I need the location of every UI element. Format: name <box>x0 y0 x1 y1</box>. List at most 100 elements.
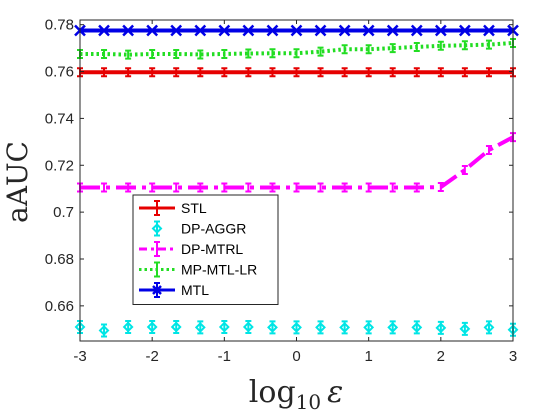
data-point-dp-aggr-3 <box>146 319 158 334</box>
data-point-dp-mtrl-17 <box>485 145 492 156</box>
legend-item-dp-aggr: DP-AGGR <box>151 220 246 237</box>
data-point-dp-aggr-1 <box>98 323 110 338</box>
data-point-stl-16 <box>461 67 468 78</box>
data-point-stl-2 <box>125 67 132 78</box>
legend-errorbar-mp-mtl-lr <box>154 261 160 278</box>
data-point-dp-mtrl-6 <box>221 182 228 193</box>
data-point-stl-7 <box>245 67 252 78</box>
series-dp-mtrl <box>77 132 516 193</box>
legend-errorbar-stl <box>154 200 160 216</box>
data-point-mp-mtl-lr-1 <box>101 48 108 59</box>
x-axis-label-variable: ε <box>327 375 343 410</box>
data-point-dp-aggr-13 <box>387 320 399 335</box>
data-point-mp-mtl-lr-6 <box>221 48 228 59</box>
data-point-mp-mtl-lr-2 <box>125 49 132 60</box>
y-tick-label: 0.74 <box>45 110 74 127</box>
data-point-stl-4 <box>173 67 180 78</box>
data-point-dp-mtrl-13 <box>389 182 396 193</box>
legend-label-stl: STL <box>181 200 207 216</box>
data-point-dp-mtrl-12 <box>365 182 372 193</box>
data-point-mtl-14 <box>410 24 423 37</box>
data-point-mp-mtl-lr-7 <box>245 48 252 59</box>
data-point-stl-8 <box>269 67 276 78</box>
data-point-mtl-8 <box>266 24 279 37</box>
data-point-stl-17 <box>485 67 492 78</box>
legend: STL DP-AGGR DP-MTRL MP-MTL-LR MTL <box>132 194 279 305</box>
data-point-mp-mtl-lr-15 <box>437 40 444 51</box>
data-point-dp-mtrl-16 <box>461 164 468 175</box>
data-point-mtl-10 <box>314 24 327 37</box>
data-point-dp-mtrl-10 <box>317 182 324 193</box>
data-point-dp-mtrl-4 <box>173 182 180 193</box>
y-tick-label: 0.72 <box>45 157 74 174</box>
legend-item-stl: STL <box>139 200 207 216</box>
data-point-mtl-17 <box>483 24 495 37</box>
data-point-mtl-3 <box>146 24 159 37</box>
legend-item-mp-mtl-lr: MP-MTL-LR <box>139 261 257 278</box>
legend-label-mtl: MTL <box>181 282 209 298</box>
data-point-dp-mtrl-9 <box>293 182 300 193</box>
data-point-mtl-13 <box>386 24 399 37</box>
data-point-mp-mtl-lr-8 <box>269 48 276 59</box>
data-point-dp-aggr-10 <box>315 320 326 335</box>
x-axis-label-subscript: 10 <box>296 390 321 414</box>
data-point-mtl-15 <box>434 24 447 37</box>
series-mtl <box>74 24 519 37</box>
data-point-stl-10 <box>317 67 324 78</box>
data-point-dp-mtrl-11 <box>341 182 348 193</box>
series-layer <box>74 24 519 338</box>
data-point-stl-1 <box>101 67 108 78</box>
data-point-mtl-2 <box>122 24 135 37</box>
data-point-stl-3 <box>149 67 156 78</box>
data-point-dp-mtrl-7 <box>245 182 252 193</box>
data-point-dp-aggr-16 <box>459 321 471 336</box>
data-point-dp-aggr-11 <box>339 320 351 335</box>
series-dp-aggr <box>74 319 519 338</box>
legend-label-dp-mtrl: DP-MTRL <box>181 241 243 257</box>
data-point-dp-aggr-2 <box>122 319 134 334</box>
legend-label-dp-aggr: DP-AGGR <box>181 221 246 237</box>
data-point-stl-12 <box>365 67 372 78</box>
data-point-mtl-6 <box>218 24 231 37</box>
series-stl <box>77 67 516 78</box>
data-point-mp-mtl-lr-4 <box>173 48 180 59</box>
data-point-stl-5 <box>197 67 204 78</box>
y-tick-label: 0.76 <box>45 64 74 81</box>
legend-marker-mtl <box>152 285 162 295</box>
data-point-mp-mtl-lr-10 <box>317 46 324 57</box>
x-tick-label: 3 <box>509 348 517 365</box>
data-point-dp-aggr-14 <box>411 320 423 335</box>
data-point-mp-mtl-lr-5 <box>197 49 204 60</box>
data-point-mp-mtl-lr-11 <box>341 44 348 55</box>
data-point-stl-6 <box>221 67 228 78</box>
data-point-mp-mtl-lr-13 <box>389 43 396 54</box>
legend-marker-dp-aggr <box>151 223 163 234</box>
data-point-mtl-16 <box>458 24 471 37</box>
legend-label-mp-mtl-lr: MP-MTL-LR <box>181 262 257 278</box>
legend-item-mtl: MTL <box>139 282 209 298</box>
data-point-mtl-1 <box>98 24 110 37</box>
data-point-mp-mtl-lr-16 <box>461 40 468 51</box>
x-axis-label-main: log <box>249 375 296 410</box>
data-point-mtl-7 <box>242 24 255 37</box>
data-point-mtl-5 <box>194 24 207 37</box>
x-tick-label: -3 <box>73 348 86 365</box>
data-point-dp-mtrl-14 <box>413 182 420 193</box>
data-point-dp-mtrl-3 <box>149 182 156 193</box>
data-point-dp-aggr-4 <box>170 319 182 334</box>
x-tick-label: 1 <box>364 348 372 365</box>
data-point-dp-mtrl-15 <box>437 182 444 193</box>
x-tick-label: 0 <box>292 348 300 365</box>
y-tick-label: 0.7 <box>53 204 74 221</box>
data-point-dp-aggr-9 <box>291 320 302 335</box>
y-tick-label: 0.66 <box>45 298 74 315</box>
data-point-mtl-4 <box>170 24 183 37</box>
data-point-dp-aggr-6 <box>218 319 230 334</box>
y-axis-label: aAUC <box>1 141 34 223</box>
data-point-stl-15 <box>437 67 444 78</box>
x-tick-label: 2 <box>437 348 445 365</box>
data-point-mtl-12 <box>362 24 375 37</box>
data-point-dp-aggr-5 <box>194 320 206 335</box>
data-point-mp-mtl-lr-14 <box>413 41 420 52</box>
